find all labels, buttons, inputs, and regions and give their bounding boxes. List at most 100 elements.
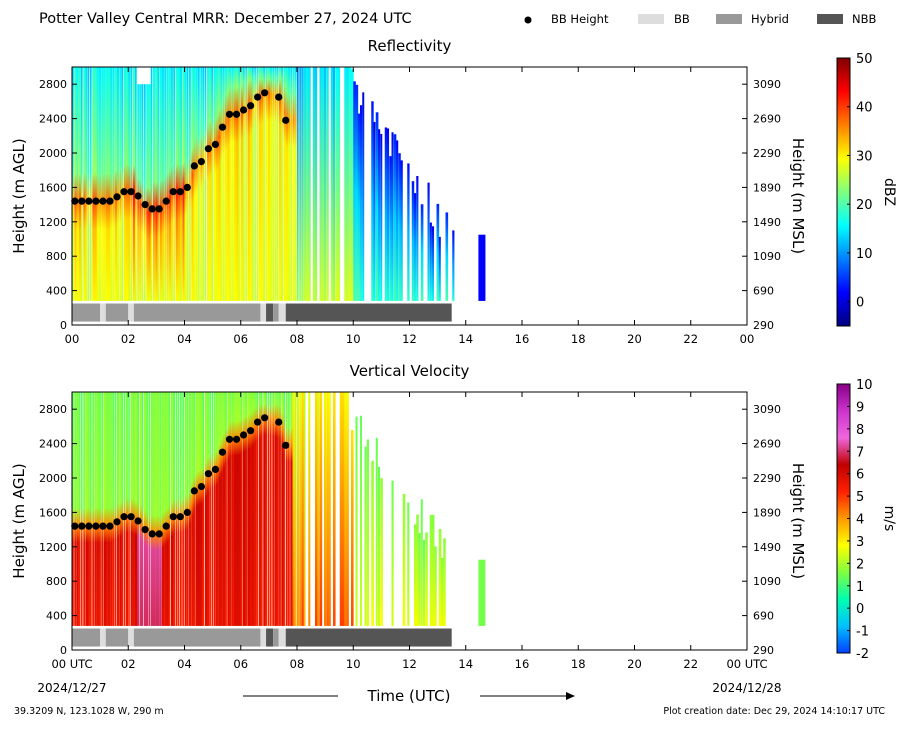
heatmap-column	[227, 392, 230, 626]
heatmap-column	[126, 392, 129, 626]
heatmap-column	[324, 67, 327, 301]
heatmap-column	[243, 392, 246, 626]
legend-bb-swatch	[638, 14, 664, 24]
heatmap-column	[351, 430, 354, 626]
y-tick-label-right: 290	[753, 319, 774, 332]
heatmap-column	[263, 67, 266, 301]
start-date-label: 2024/12/27	[37, 681, 106, 695]
y-tick-label-right: 1890	[753, 506, 781, 519]
heatmap-column	[254, 67, 256, 301]
heatmap-column	[132, 392, 135, 626]
heatmap-column	[130, 392, 133, 626]
colorbar-tick-label: 7	[856, 445, 864, 460]
heatmap-column	[177, 67, 181, 301]
heatmap-column	[414, 524, 417, 626]
x-tick-label: 00 UTC	[51, 657, 92, 671]
heatmap-column	[146, 84, 149, 301]
heatmap-column	[231, 67, 234, 301]
heatmap-column	[83, 67, 86, 301]
bb-height-point	[246, 102, 255, 110]
heatmap-column	[105, 392, 108, 626]
heatmap-column	[119, 392, 122, 626]
heatmap-column	[391, 132, 394, 301]
heatmap-column	[90, 392, 92, 626]
heatmap-column	[294, 392, 297, 626]
colorbar-tick-label: -1	[856, 625, 869, 640]
y-tick-label-right: 2690	[753, 113, 781, 126]
heatmap-column	[123, 67, 127, 301]
bb-height-point	[92, 522, 100, 530]
bb-height-point	[239, 431, 248, 439]
bb-type-segment-hybrid	[133, 628, 261, 647]
heatmap-column	[263, 392, 266, 626]
heatmap-column	[121, 67, 124, 301]
heatmap-column	[308, 392, 311, 626]
heatmap-column	[267, 67, 271, 301]
heatmap-column	[218, 67, 221, 301]
heatmap-column	[344, 392, 347, 626]
heatmap-column	[371, 101, 374, 301]
heatmap-column	[243, 67, 245, 301]
heatmap-column	[256, 392, 259, 626]
panel-title: Vertical Velocity	[350, 362, 470, 380]
x-tick-label: 00	[65, 332, 80, 346]
heatmap-column	[281, 392, 284, 626]
heatmap-column	[270, 67, 273, 301]
heatmap-column	[438, 528, 442, 626]
bb-height-point	[225, 110, 234, 118]
heatmap-column	[103, 392, 107, 626]
bb-height-point	[190, 162, 198, 170]
y-tick-label: 1200	[39, 216, 67, 229]
heatmap-column	[276, 67, 279, 301]
heatmap-column	[87, 392, 90, 626]
bb-height-point	[282, 441, 290, 449]
heatmap-column	[123, 392, 126, 626]
bb-height-point	[254, 418, 262, 426]
y-tick-label: 400	[46, 285, 67, 298]
bb-height-point	[232, 435, 241, 443]
heatmap-column	[105, 67, 109, 301]
heatmap-column	[85, 392, 89, 626]
x-tick-label: 22	[683, 657, 698, 671]
bb-height-point	[232, 110, 241, 118]
colorbar-tick-label: 10	[856, 247, 873, 262]
x-tick-label: 14	[458, 332, 473, 346]
heatmap-column	[189, 67, 191, 301]
y-tick-label-right: 1490	[753, 216, 781, 229]
heatmap-column	[321, 67, 325, 301]
bb-height-point	[282, 116, 290, 124]
heatmap-column	[166, 67, 169, 301]
heatmap-column	[339, 392, 343, 626]
heatmap-column	[328, 392, 331, 626]
bb-height-point	[134, 192, 142, 200]
x-axis-label: Time (UTC)	[367, 687, 451, 705]
heatmap-column	[375, 112, 379, 301]
heatmap-column	[333, 67, 336, 301]
bb-type-segment-bb	[128, 303, 134, 322]
heatmap-column	[285, 67, 289, 301]
heatmap-column	[391, 480, 394, 626]
heatmap-column	[207, 67, 210, 301]
heatmap-column	[420, 499, 423, 626]
heatmap-column	[283, 67, 286, 301]
heatmap-column	[209, 392, 211, 626]
bb-height-point	[99, 522, 107, 530]
heatmap-column	[114, 392, 117, 626]
heatmap-column	[432, 226, 435, 301]
bb-height-point	[239, 106, 248, 114]
heatmap-column	[326, 67, 329, 301]
bb-height-point	[141, 201, 149, 209]
bb-height-point	[211, 140, 220, 148]
heatmap-column	[337, 67, 341, 301]
bb-height-point	[261, 414, 269, 422]
heatmap-column	[148, 392, 151, 626]
heatmap-column	[319, 67, 322, 301]
y-tick-label-right: 3090	[753, 78, 781, 91]
heatmap-column	[270, 392, 272, 626]
heatmap-column	[119, 67, 122, 301]
heatmap-column	[414, 193, 417, 301]
y-tick-label: 400	[46, 610, 67, 623]
heatmap-column	[137, 392, 140, 626]
heatmap-column	[207, 392, 210, 626]
heatmap-column	[234, 67, 237, 301]
